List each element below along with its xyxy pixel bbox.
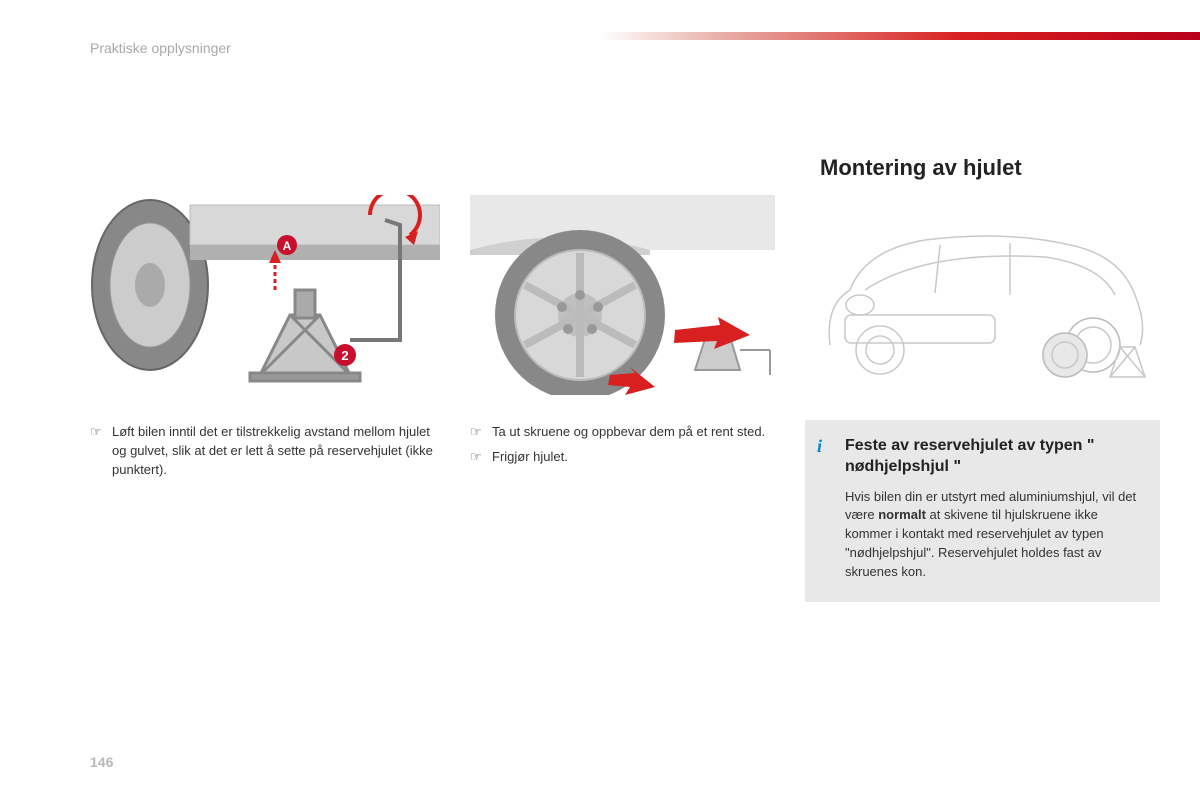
pointer-icon: ☞ [470,423,492,442]
illustration-wheel-remove [470,195,775,395]
caption-text: Ta ut skruene og oppbevar dem på et rent… [492,423,775,442]
car-outline-svg [805,195,1160,390]
pointer-icon: ☞ [90,423,112,480]
illustration-car-outline [805,195,1160,390]
info-body-bold: normalt [878,507,926,522]
info-box-title: Feste av reservehjulet av typen " nødhje… [845,436,1142,478]
caption-list-2: ☞ Ta ut skruene og oppbevar dem på et re… [470,423,775,467]
column-2: ☞ Ta ut skruene og oppbevar dem på et re… [470,195,775,602]
svg-text:2: 2 [341,348,348,363]
list-item: ☞ Frigjør hjulet. [470,448,775,467]
jack-lift-svg: A 2 [90,195,440,395]
wheel-remove-svg [470,195,775,395]
column-3: i Feste av reservehjulet av typen " nødh… [805,195,1160,602]
column-1: A 2 ☞ Løft bilen inntil det er tilstrekk… [90,195,440,602]
section-heading: Montering av hjulet [820,155,1022,181]
page-number: 146 [90,754,113,770]
caption-text: Frigjør hjulet. [492,448,775,467]
pointer-icon: ☞ [470,448,492,467]
list-item: ☞ Ta ut skruene og oppbevar dem på et re… [470,423,775,442]
caption-list-1: ☞ Løft bilen inntil det er tilstrekkelig… [90,423,440,480]
content-columns: A 2 ☞ Løft bilen inntil det er tilstrekk… [90,195,1150,602]
header-accent-bar [600,32,1200,40]
caption-text: Løft bilen inntil det er tilstrekkelig a… [112,423,440,480]
info-box-body: Hvis bilen din er utstyrt med aluminiums… [845,488,1142,582]
info-icon: i [817,436,822,457]
info-box: i Feste av reservehjulet av typen " nødh… [805,420,1160,602]
chapter-title: Praktiske opplysninger [90,40,1140,56]
list-item: ☞ Løft bilen inntil det er tilstrekkelig… [90,423,440,480]
illustration-jack-lift: A 2 [90,195,440,395]
svg-text:A: A [283,239,292,253]
